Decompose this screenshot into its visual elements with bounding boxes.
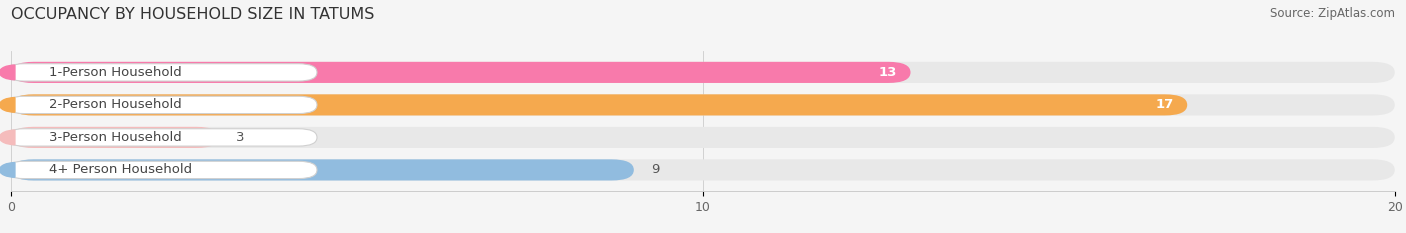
FancyBboxPatch shape <box>11 94 1395 116</box>
Text: 1-Person Household: 1-Person Household <box>49 66 181 79</box>
FancyBboxPatch shape <box>11 127 219 148</box>
FancyBboxPatch shape <box>6 161 316 178</box>
Wedge shape <box>0 163 15 177</box>
Text: 9: 9 <box>651 163 659 176</box>
FancyBboxPatch shape <box>11 127 1395 148</box>
Text: 2-Person Household: 2-Person Household <box>49 98 181 111</box>
Text: 3: 3 <box>236 131 245 144</box>
Text: 4+ Person Household: 4+ Person Household <box>49 163 193 176</box>
Text: Source: ZipAtlas.com: Source: ZipAtlas.com <box>1270 7 1395 20</box>
FancyBboxPatch shape <box>11 62 911 83</box>
Wedge shape <box>0 98 15 112</box>
FancyBboxPatch shape <box>11 159 1395 181</box>
FancyBboxPatch shape <box>6 64 316 81</box>
Text: 13: 13 <box>879 66 897 79</box>
FancyBboxPatch shape <box>11 94 1187 116</box>
FancyBboxPatch shape <box>6 96 316 113</box>
Wedge shape <box>0 65 15 80</box>
Wedge shape <box>0 130 15 145</box>
Text: OCCUPANCY BY HOUSEHOLD SIZE IN TATUMS: OCCUPANCY BY HOUSEHOLD SIZE IN TATUMS <box>11 7 374 22</box>
Text: 3-Person Household: 3-Person Household <box>49 131 181 144</box>
FancyBboxPatch shape <box>11 159 634 181</box>
Text: 17: 17 <box>1156 98 1174 111</box>
FancyBboxPatch shape <box>6 129 316 146</box>
FancyBboxPatch shape <box>11 62 1395 83</box>
